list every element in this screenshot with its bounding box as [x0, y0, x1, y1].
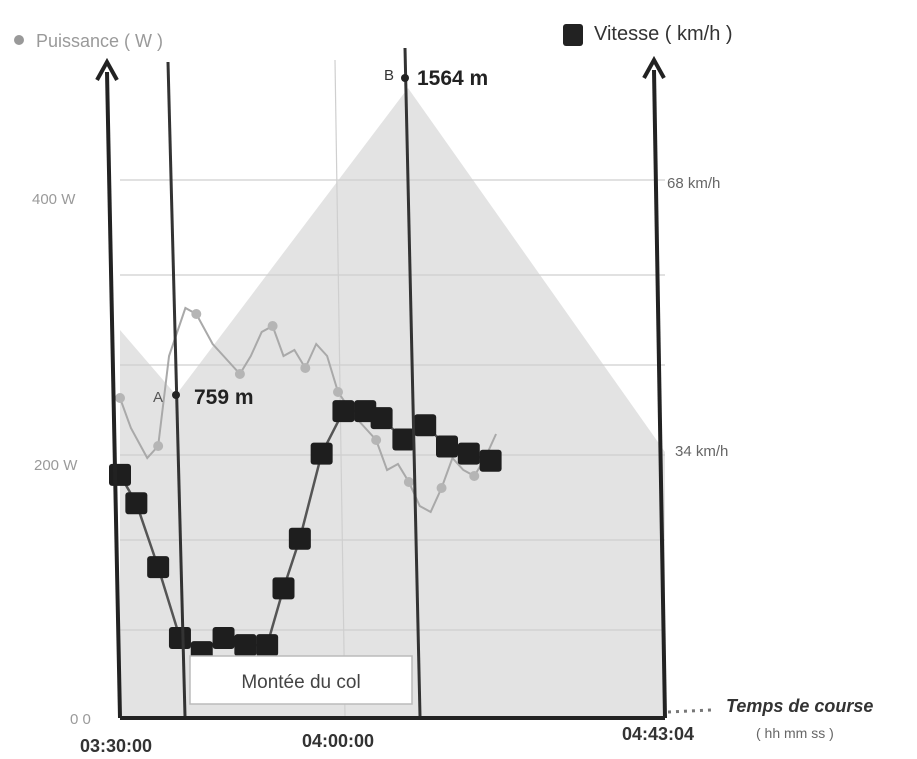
speed-data-point [479, 449, 502, 472]
power-series-line [119, 306, 497, 514]
speed-data-point [256, 634, 279, 657]
point-b-elevation: 1564 m [417, 67, 488, 90]
power-data-point [469, 471, 480, 481]
x-tick-label: 04:00:00 [302, 731, 374, 751]
point-a-elevation: 759 m [194, 386, 254, 409]
power-legend-label: Puissance ( W ) [36, 31, 163, 51]
speed-data-point [288, 527, 311, 550]
speed-legend-icon [563, 24, 583, 46]
speed-data-point [414, 414, 437, 437]
power-series-points [115, 309, 480, 493]
speed-data-point [168, 627, 191, 649]
speed-data-point [332, 400, 355, 423]
power-data-point [300, 363, 311, 373]
x-axis-title: Temps de course [726, 696, 873, 716]
point-a-letter: A [153, 389, 163, 406]
power-data-point [153, 441, 164, 451]
power-legend-icon [14, 35, 24, 45]
y-axis-left-arrow [95, 57, 119, 81]
power-data-point [234, 369, 245, 379]
point-a-marker [172, 391, 180, 399]
elevation-profile [120, 88, 665, 716]
speed-data-point [147, 556, 170, 579]
y-right-tick-label: 68 km/h [667, 175, 720, 192]
speed-data-point [212, 627, 235, 649]
y-axis-right-arrow [642, 55, 666, 79]
power-data-point [115, 393, 125, 403]
y-right-tick-label: 34 km/h [675, 443, 728, 460]
y-axis-right [652, 69, 667, 719]
speed-data-point [272, 577, 295, 600]
x-axis-dotted-extension [667, 708, 713, 714]
y-left-tick-label: 0 0 [70, 711, 91, 728]
x-axis-unit: ( hh mm ss ) [756, 725, 834, 741]
speed-legend-label: Vitesse ( km/h ) [594, 23, 733, 45]
speed-data-point [234, 634, 257, 657]
segment-label: Montée du col [241, 672, 360, 693]
point-b-marker [401, 74, 409, 82]
gridlines [120, 59, 665, 717]
marker-line-a [166, 61, 187, 717]
power-data-point [436, 483, 447, 493]
speed-data-point [310, 442, 333, 465]
power-data-point [191, 309, 202, 319]
y-left-tick-label: 400 W [32, 191, 76, 208]
speed-data-point [436, 435, 458, 458]
power-data-point [403, 477, 414, 487]
y-axis-left [105, 71, 122, 719]
power-data-point [371, 435, 382, 445]
speed-data-point [109, 463, 131, 486]
speed-data-point [370, 407, 393, 430]
power-data-point [267, 321, 278, 331]
segment-label-box [189, 655, 413, 705]
y-left-tick-label: 200 W [34, 457, 78, 474]
x-tick-label: 03:30:00 [80, 736, 152, 756]
point-b-letter: B [384, 67, 394, 84]
power-data-point [333, 387, 343, 397]
speed-data-point [125, 492, 148, 515]
speed-data-point [457, 442, 480, 465]
x-tick-label: 04:43:04 [622, 724, 694, 744]
speed-data-point [392, 428, 415, 451]
marker-line-b [403, 47, 422, 717]
